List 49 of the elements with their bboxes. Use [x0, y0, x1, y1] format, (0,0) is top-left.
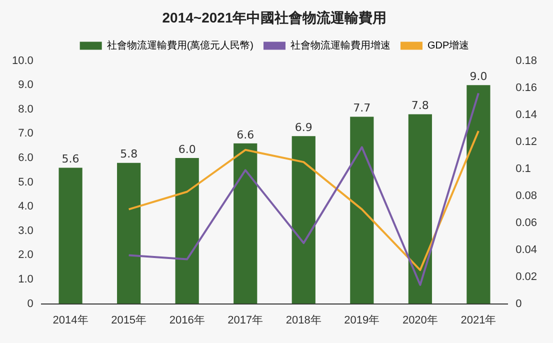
data-label: 6.0 [178, 142, 196, 156]
y2-tick-label: 0.14 [516, 108, 538, 121]
x-tick-label: 2018年 [286, 314, 322, 326]
legend-label: 社會物流運輸費用增速 [290, 40, 390, 52]
bar [350, 116, 374, 304]
x-tick-label: 2016年 [169, 314, 205, 326]
x-tick-label: 2015年 [111, 314, 147, 326]
y-tick-label: 5.0 [18, 176, 34, 188]
legend-label: 社會物流運輸費用(萬億元人民幣) [106, 40, 254, 52]
bar [175, 158, 199, 304]
y-tick-label: 10.0 [12, 54, 34, 67]
x-tick-label: 2020年 [402, 314, 438, 326]
data-label: 6.9 [294, 120, 312, 134]
data-label: 7.7 [353, 102, 371, 115]
data-label: 5.8 [120, 148, 138, 161]
data-label: 5.6 [62, 152, 80, 166]
legend-label: GDP增速 [427, 40, 470, 52]
y-tick-label: 2.0 [18, 249, 34, 262]
y-tick-label: 7.0 [18, 128, 34, 140]
x-tick-label: 2014年 [52, 314, 88, 326]
data-label: 9.0 [470, 70, 488, 83]
data-label: 6.6 [236, 128, 254, 142]
y2-tick-label: 0.12 [516, 136, 538, 148]
x-tick-label: 2017年 [228, 314, 264, 326]
y-tick-label: 3.0 [18, 224, 34, 237]
bar [58, 168, 82, 304]
y2-tick-label: 0 [516, 298, 522, 310]
y2-tick-label: 0.16 [516, 82, 538, 94]
y2-tick-label: 0.02 [516, 270, 538, 283]
y-tick-label: 6.0 [18, 152, 34, 164]
y2-tick-label: 0.04 [516, 244, 538, 256]
bar [466, 85, 490, 304]
y2-tick-label: 0.06 [516, 216, 538, 229]
y2-tick-label: 0.18 [516, 54, 538, 67]
x-tick-label: 2021年 [460, 314, 496, 326]
data-label: 7.8 [411, 99, 429, 112]
y-tick-label: 1.0 [18, 274, 34, 286]
y-tick-label: 4.0 [18, 200, 34, 213]
y-tick-label: 8.0 [18, 103, 34, 116]
bar [292, 136, 316, 304]
chart-title: 2014~2021年中國社會物流運輸費用 [162, 9, 387, 26]
bar [117, 162, 141, 304]
x-tick-label: 2019年 [344, 314, 380, 326]
y2-tick-label: 0.1 [516, 162, 531, 175]
y2-tick-label: 0.08 [516, 190, 538, 202]
bar [408, 114, 432, 304]
y-tick-label: 9.0 [18, 79, 34, 92]
y-tick-label: 0 [27, 298, 34, 310]
bar [234, 143, 258, 304]
